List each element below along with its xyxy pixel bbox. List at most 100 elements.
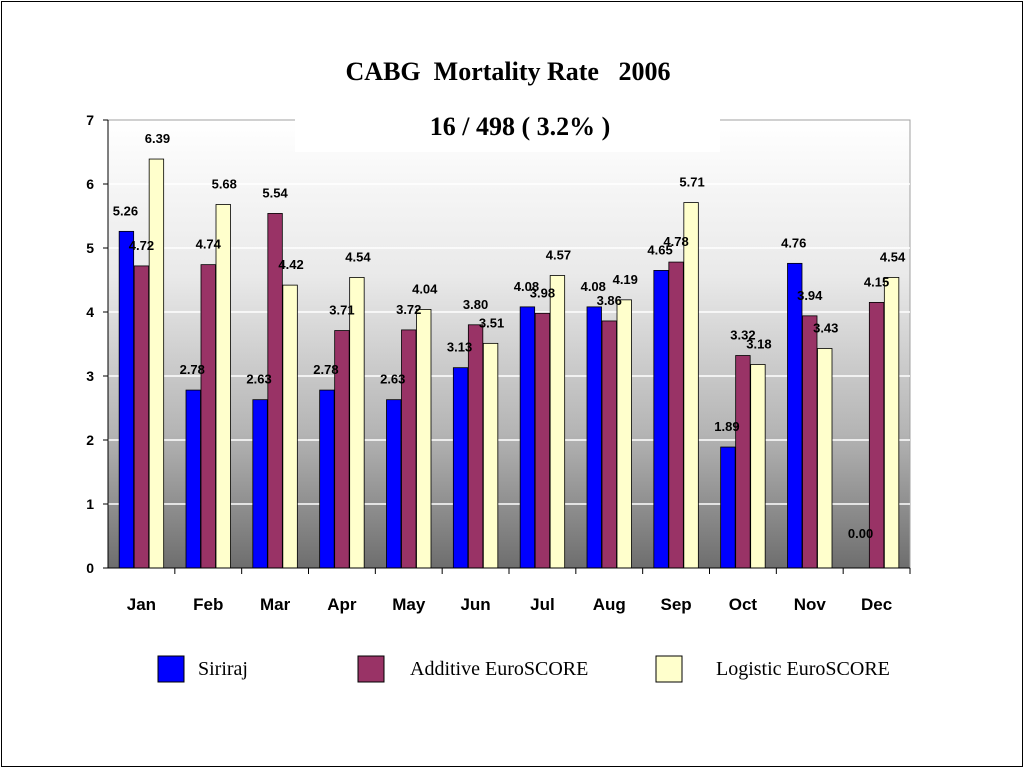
bar <box>148 158 165 569</box>
data-label: 3.72 <box>396 302 421 317</box>
data-label: 5.26 <box>113 203 138 218</box>
data-label: 3.71 <box>329 303 354 318</box>
data-label: 2.78 <box>180 362 205 377</box>
bar <box>534 312 551 569</box>
chart-subtitle: 16 / 498 ( 3.2% ) <box>430 112 611 141</box>
legend-swatch <box>357 655 385 683</box>
y-tick-label: 7 <box>86 112 94 128</box>
x-tick-label: Apr <box>327 595 357 614</box>
y-tick-label: 1 <box>86 496 94 512</box>
data-labels: 5.26 4.72 6.39 2.78 4.74 5.68 2.63 5.54 4.42 2.78… <box>113 131 906 541</box>
x-tick-label: Aug <box>593 595 626 614</box>
bar <box>586 306 602 569</box>
data-label: 4.08 <box>514 279 539 294</box>
data-label: 3.80 <box>463 297 488 312</box>
data-label: 0.00 <box>848 526 873 541</box>
bar <box>668 261 684 569</box>
bars <box>118 158 900 569</box>
x-tick-label: Jun <box>460 595 490 614</box>
x-tick-label: Sep <box>660 595 691 614</box>
data-label: 4.15 <box>864 274 889 289</box>
data-label: 3.43 <box>813 320 838 335</box>
data-label: 2.63 <box>246 372 271 387</box>
x-tick-label: Nov <box>794 595 827 614</box>
data-label: 4.76 <box>781 235 806 250</box>
x-tick-label: Mar <box>260 595 291 614</box>
data-label: 4.78 <box>663 234 688 249</box>
bar <box>720 446 736 569</box>
bar <box>683 202 699 569</box>
bar <box>401 329 417 569</box>
bar <box>787 262 803 569</box>
bar <box>386 399 402 569</box>
data-label: 4.19 <box>613 272 638 287</box>
x-tick-label: Feb <box>193 595 223 614</box>
bar <box>319 389 335 569</box>
plot-area <box>107 119 911 569</box>
bar <box>549 275 566 569</box>
y-tick-label: 4 <box>86 304 94 320</box>
title-box <box>295 100 720 152</box>
data-label: 4.42 <box>278 257 303 272</box>
x-tick-label: Jul <box>530 595 555 614</box>
data-label: 4.72 <box>129 238 154 253</box>
data-label: 5.54 <box>262 185 288 200</box>
bar <box>817 348 833 569</box>
x-tick-label: Jan <box>127 595 156 614</box>
data-label: 2.78 <box>313 362 338 377</box>
bar <box>482 342 499 569</box>
x-tick-label: May <box>392 595 426 614</box>
legend-label: Siriraj <box>198 658 248 680</box>
legend-label: Additive EuroSCORE <box>410 658 588 680</box>
legend-swatch <box>655 655 683 683</box>
bar <box>616 299 632 569</box>
chart-title: CABG Mortality Rate 2006 <box>346 57 671 86</box>
data-label: 3.98 <box>530 285 555 300</box>
bar <box>349 277 365 569</box>
data-label: 3.32 <box>730 328 755 343</box>
x-tick-label: Dec <box>861 595 892 614</box>
y-tick-label: 2 <box>86 432 94 448</box>
data-label: 5.68 <box>212 176 237 191</box>
bar <box>735 355 751 569</box>
data-label: 4.04 <box>412 281 438 296</box>
y-tick-label: 3 <box>86 368 94 384</box>
data-label: 5.71 <box>679 175 704 190</box>
data-label: 4.08 <box>581 279 606 294</box>
bar <box>133 265 150 569</box>
bar <box>467 324 484 569</box>
y-tick-label: 0 <box>86 560 94 576</box>
data-label: 4.65 <box>647 242 672 257</box>
bar <box>200 264 216 569</box>
data-label: 4.57 <box>546 248 571 263</box>
legend-label: Logistic EuroSCORE <box>716 658 890 680</box>
bar <box>802 315 818 569</box>
axes: 0 1 2 3 4 5 6 7 Jan Feb Mar Apr May Jun Jul Aug Sep Oct No… <box>86 112 911 614</box>
bar <box>416 309 432 569</box>
bar <box>252 399 268 569</box>
bar <box>653 269 669 569</box>
x-tick-label: Oct <box>729 595 758 614</box>
data-label: 3.51 <box>479 315 504 330</box>
data-label: 4.54 <box>880 249 906 264</box>
data-label: 3.94 <box>797 288 823 303</box>
legend-swatch <box>157 655 185 683</box>
bar <box>883 277 900 569</box>
data-label: 3.13 <box>447 340 472 355</box>
bar <box>215 204 231 569</box>
data-label: 3.18 <box>746 336 771 351</box>
data-label: 4.54 <box>345 249 371 264</box>
bar <box>118 230 135 569</box>
data-label: 6.39 <box>145 131 170 146</box>
y-tick-label: 6 <box>86 176 94 192</box>
gridlines <box>108 183 910 505</box>
data-label: 2.63 <box>380 372 405 387</box>
data-label: 3.86 <box>597 293 622 308</box>
y-tick-label: 5 <box>86 240 94 256</box>
data-label: 4.74 <box>196 237 222 252</box>
bar <box>519 306 536 569</box>
legend: Siriraj Additive EuroSCORE Logistic EuroSC… <box>157 655 890 683</box>
bar <box>601 320 617 569</box>
bar <box>452 367 469 569</box>
